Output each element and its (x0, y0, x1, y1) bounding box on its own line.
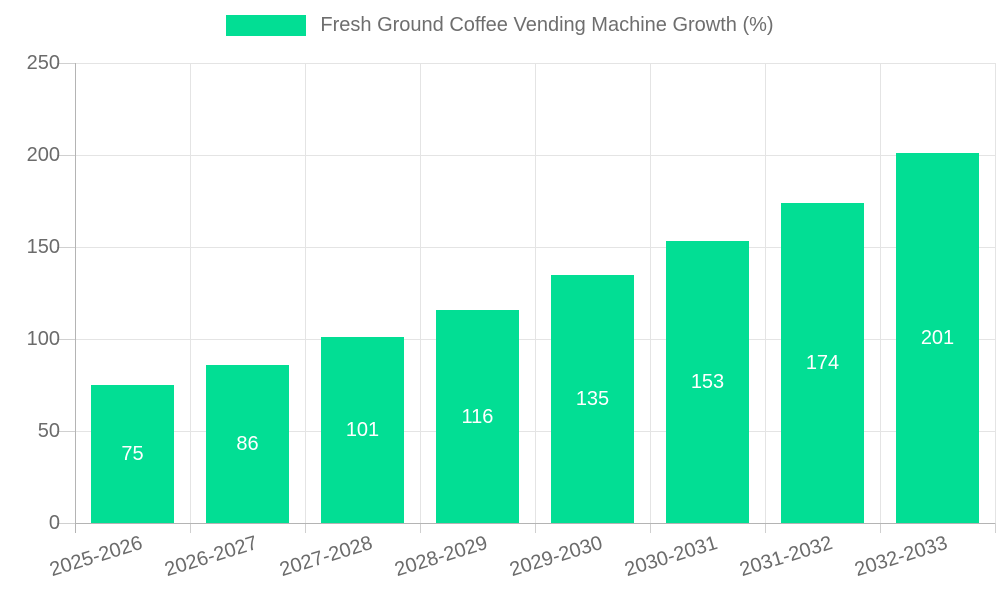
v-gridline (535, 63, 536, 523)
bar[interactable]: 101 (321, 337, 404, 523)
bar[interactable]: 75 (91, 385, 174, 523)
bar[interactable]: 86 (206, 365, 289, 523)
y-axis-tick (57, 155, 75, 156)
y-tick-label: 50 (37, 420, 60, 442)
x-tick-label: 2031-2032 (737, 532, 836, 582)
y-axis-line (75, 63, 76, 533)
x-tick-label: 2028-2029 (392, 532, 491, 582)
x-axis-tick (420, 523, 421, 533)
bar-value-label: 116 (461, 405, 494, 428)
y-tick-label: 100 (26, 328, 60, 350)
x-tick-label: 2026-2027 (162, 532, 261, 582)
v-gridline (650, 63, 651, 523)
x-tick-label: 2029-2030 (507, 532, 606, 582)
y-axis-tick (57, 523, 75, 524)
x-axis-tick (765, 523, 766, 533)
x-axis-tick (995, 523, 996, 533)
x-tick-label: 2030-2031 (622, 532, 721, 582)
x-tick-label: 2032-2033 (852, 532, 951, 582)
x-tick-label: 2025-2026 (47, 532, 146, 582)
v-gridline (995, 63, 996, 523)
x-axis-tick (880, 523, 881, 533)
x-axis-tick (535, 523, 536, 533)
bar-value-label: 86 (236, 433, 259, 455)
v-gridline (880, 63, 881, 523)
bar-value-label: 201 (920, 327, 955, 349)
y-tick-label: 250 (26, 52, 60, 74)
y-axis-tick (57, 431, 75, 432)
bar-value-label: 174 (805, 352, 840, 374)
legend-swatch-icon (226, 15, 307, 36)
bar-value-label: 135 (575, 388, 610, 410)
x-axis-tick (650, 523, 651, 533)
bar-value-label: 75 (121, 443, 144, 465)
v-gridline (420, 63, 421, 523)
y-axis-tick (57, 63, 75, 64)
legend[interactable]: Fresh Ground Coffee Vending Machine Grow… (0, 14, 1000, 37)
v-gridline (190, 63, 191, 523)
y-tick-label: 150 (26, 236, 60, 258)
bar-value-label: 101 (345, 419, 380, 441)
bar[interactable]: 153 (666, 241, 749, 523)
v-gridline (765, 63, 766, 523)
x-axis-tick (305, 523, 306, 533)
v-gridline (305, 63, 306, 523)
bar[interactable]: 174 (781, 203, 864, 523)
y-axis-tick (57, 339, 75, 340)
y-tick-label: 200 (26, 144, 60, 166)
bar[interactable]: 201 (896, 153, 979, 523)
x-tick-label: 2027-2028 (277, 532, 376, 582)
bar-value-label: 153 (690, 371, 725, 393)
x-axis-line (75, 523, 995, 524)
bar[interactable]: 116 (436, 310, 519, 523)
legend-label: Fresh Ground Coffee Vending Machine Grow… (320, 14, 774, 36)
x-axis-tick (190, 523, 191, 533)
y-axis-tick (57, 247, 75, 248)
bar[interactable]: 135 (551, 275, 634, 523)
y-tick-label: 0 (48, 512, 60, 534)
